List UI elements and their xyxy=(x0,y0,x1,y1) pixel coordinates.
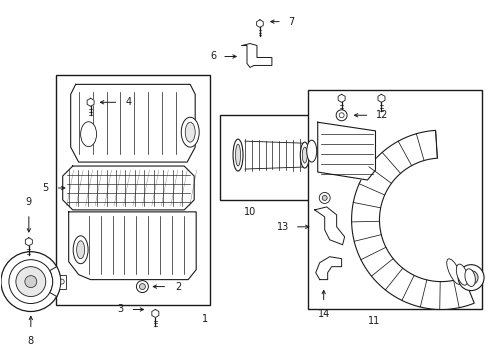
Text: 9: 9 xyxy=(26,197,32,207)
Bar xyxy=(220,115,325,200)
Circle shape xyxy=(16,267,46,297)
Bar xyxy=(58,275,66,289)
Circle shape xyxy=(25,276,37,288)
Polygon shape xyxy=(352,130,474,310)
Text: 1: 1 xyxy=(202,314,208,324)
Circle shape xyxy=(59,279,64,284)
Circle shape xyxy=(339,113,344,118)
Polygon shape xyxy=(242,44,272,67)
Ellipse shape xyxy=(73,236,88,264)
Circle shape xyxy=(464,271,478,285)
Polygon shape xyxy=(257,20,263,27)
Circle shape xyxy=(140,284,146,289)
Ellipse shape xyxy=(233,139,243,171)
Circle shape xyxy=(336,110,347,121)
Ellipse shape xyxy=(236,144,241,166)
Ellipse shape xyxy=(76,241,85,259)
Polygon shape xyxy=(338,94,345,102)
Ellipse shape xyxy=(465,269,475,287)
Polygon shape xyxy=(152,310,159,318)
Text: 7: 7 xyxy=(288,17,294,27)
Polygon shape xyxy=(63,166,194,210)
Circle shape xyxy=(322,195,327,201)
Text: 6: 6 xyxy=(210,51,216,62)
Polygon shape xyxy=(71,84,195,162)
Text: 4: 4 xyxy=(125,97,132,107)
Polygon shape xyxy=(69,212,196,280)
Ellipse shape xyxy=(185,122,195,142)
Ellipse shape xyxy=(302,147,307,163)
Ellipse shape xyxy=(181,117,199,147)
Circle shape xyxy=(1,252,61,311)
Text: 13: 13 xyxy=(276,222,289,232)
Polygon shape xyxy=(315,207,344,245)
Circle shape xyxy=(9,260,53,303)
Text: 12: 12 xyxy=(375,110,388,120)
Circle shape xyxy=(136,280,148,293)
Ellipse shape xyxy=(447,259,462,284)
Ellipse shape xyxy=(307,140,317,162)
Text: 8: 8 xyxy=(28,336,34,346)
Wedge shape xyxy=(50,267,61,297)
Polygon shape xyxy=(378,94,385,102)
Text: 2: 2 xyxy=(175,282,181,292)
Polygon shape xyxy=(318,122,375,180)
Text: 10: 10 xyxy=(244,207,256,217)
Bar xyxy=(56,75,210,305)
Polygon shape xyxy=(87,98,94,106)
Circle shape xyxy=(458,265,484,291)
Text: 5: 5 xyxy=(43,183,49,193)
Bar xyxy=(308,90,482,310)
Text: 11: 11 xyxy=(368,316,381,327)
Ellipse shape xyxy=(81,122,97,147)
Polygon shape xyxy=(316,257,342,280)
Polygon shape xyxy=(25,238,32,246)
Circle shape xyxy=(319,193,330,203)
Ellipse shape xyxy=(300,142,309,168)
Text: 14: 14 xyxy=(318,309,330,319)
Text: 3: 3 xyxy=(117,305,123,315)
Ellipse shape xyxy=(456,264,468,285)
